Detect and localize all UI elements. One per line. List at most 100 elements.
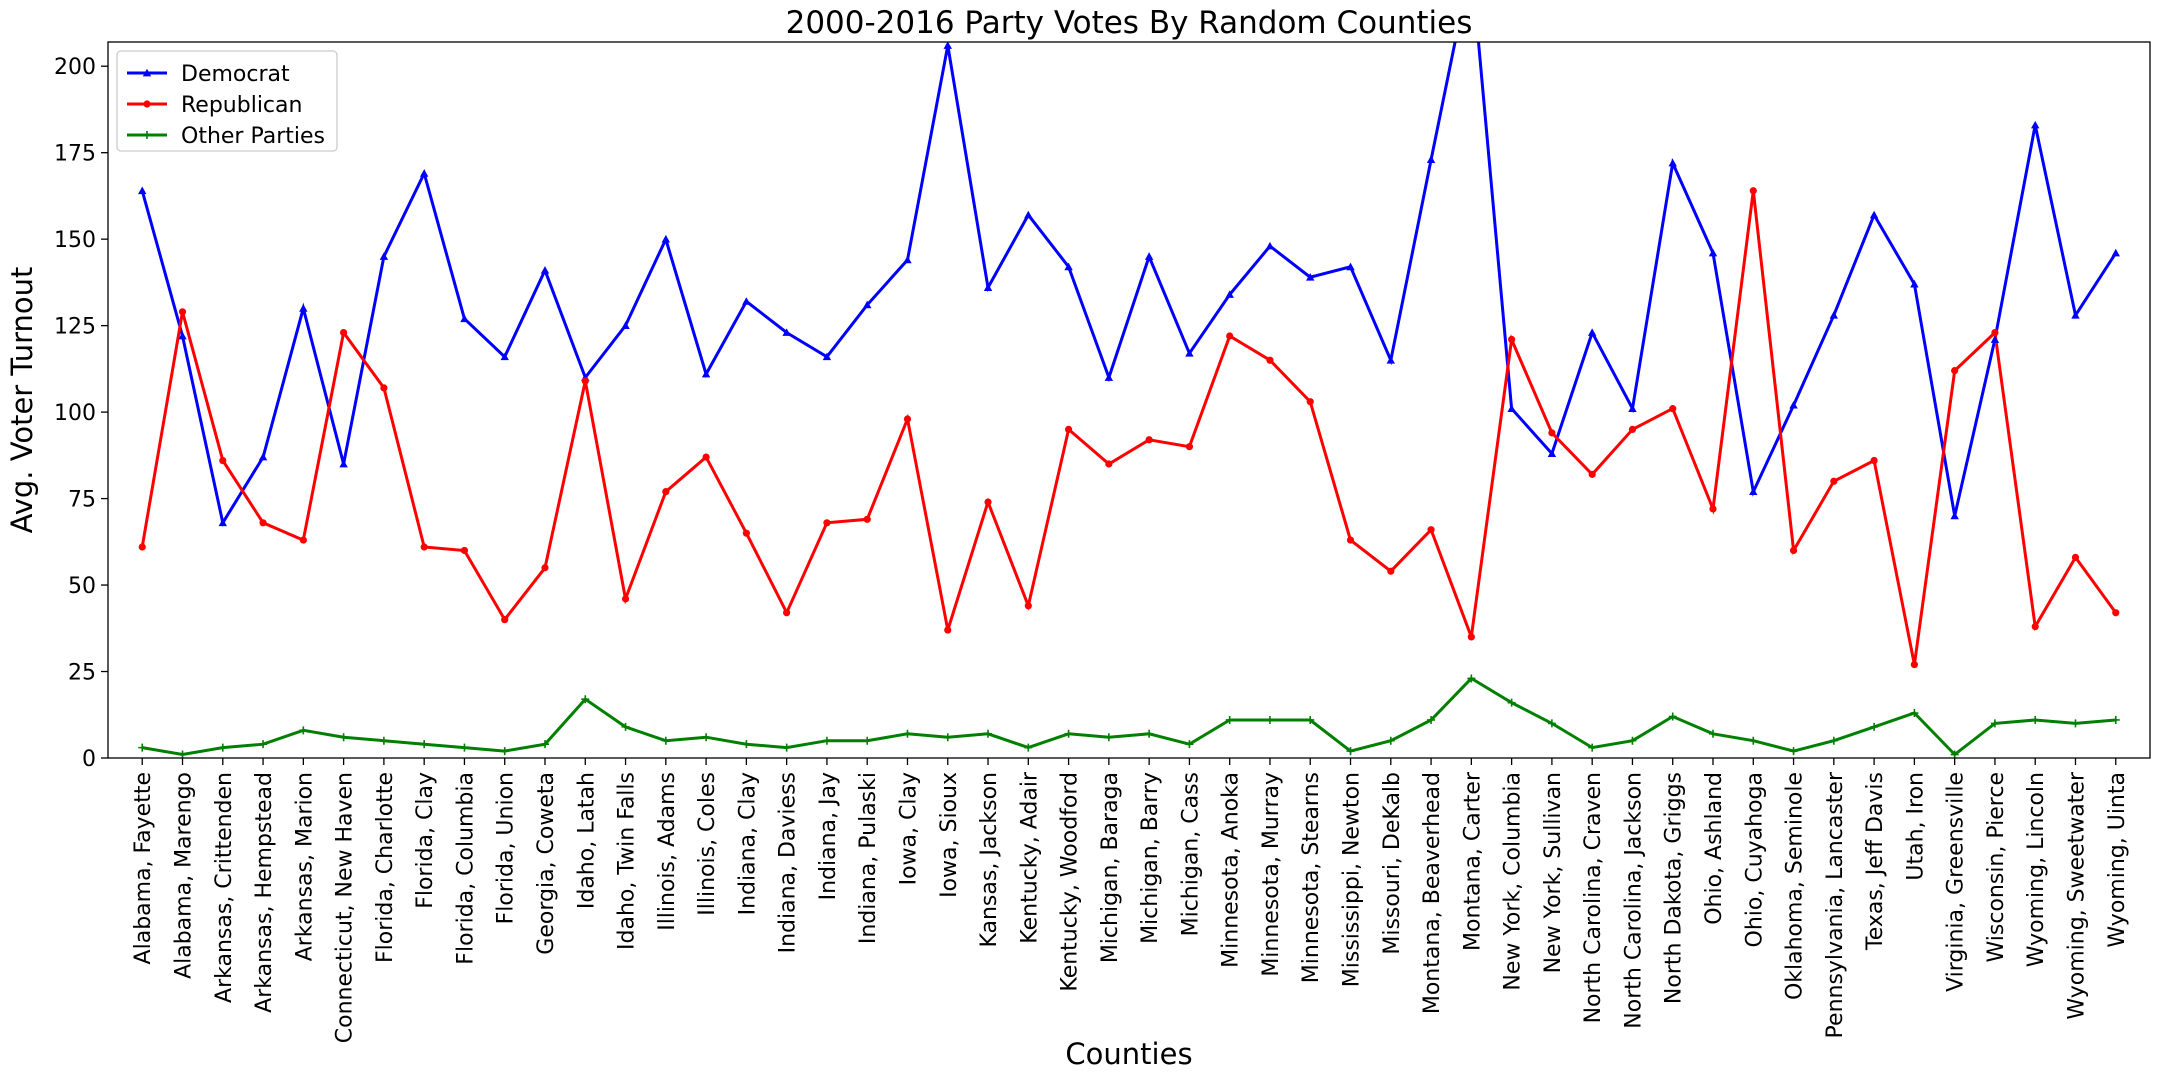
point-republican	[1185, 443, 1194, 451]
point-other-parties	[299, 726, 308, 735]
point-other-parties	[1668, 712, 1677, 721]
point-republican	[783, 609, 791, 617]
point-republican	[1669, 405, 1677, 413]
x-tick-label: Alabama, Marengo	[172, 772, 197, 979]
point-republican	[823, 519, 831, 527]
point-democrat	[379, 252, 389, 260]
point-other-parties	[2071, 719, 2080, 728]
point-republican	[1709, 505, 1717, 513]
point-republican	[621, 595, 630, 603]
x-tick-label: Wyoming, Lincoln	[2024, 772, 2049, 967]
point-other-parties	[178, 750, 187, 758]
point-democrat	[138, 186, 147, 195]
point-democrat	[661, 234, 671, 243]
point-other-parties	[1950, 750, 1959, 758]
x-tick-label: Indiana, Jay	[816, 772, 841, 900]
point-democrat	[1507, 404, 1516, 413]
point-other-parties	[1709, 729, 1717, 738]
point-democrat	[1950, 511, 1959, 520]
point-republican	[1789, 546, 1798, 555]
point-republican	[702, 453, 710, 461]
point-democrat	[1064, 262, 1073, 271]
x-tick-label: Michigan, Barry	[1138, 772, 1163, 944]
point-democrat	[299, 304, 308, 312]
point-republican	[420, 543, 428, 551]
point-other-parties	[1870, 722, 1879, 731]
series-lines	[140, 42, 2118, 757]
point-other-parties	[702, 733, 711, 742]
point-democrat	[1749, 487, 1758, 496]
point-other-parties	[1829, 736, 1838, 745]
point-democrat	[2071, 311, 2080, 319]
x-tick-label: Illinois, Adams	[655, 772, 680, 931]
x-tick-label: New York, Sullivan	[1541, 772, 1566, 973]
point-other-parties	[460, 743, 469, 752]
point-democrat	[1869, 210, 1879, 219]
x-tick-label: North Carolina, Craven	[1581, 772, 1606, 1023]
point-other-parties	[1588, 743, 1597, 752]
point-democrat	[782, 328, 791, 336]
x-tick-label: Georgia, Coweta	[534, 772, 559, 955]
legend-marker-republican	[143, 100, 151, 108]
point-other-parties	[984, 729, 993, 738]
point-democrat	[1789, 400, 1798, 409]
point-democrat	[1829, 311, 1839, 319]
point-democrat	[2031, 120, 2040, 129]
point-democrat	[1386, 356, 1395, 364]
y-tick-label: 25	[68, 661, 96, 686]
point-other-parties	[863, 736, 872, 745]
point-democrat	[2111, 248, 2120, 257]
x-tick-label: New York, Columbia	[1501, 772, 1526, 991]
x-tick-label: Arkansas, Marion	[292, 772, 317, 961]
series-line-other-parties	[141, 676, 2116, 757]
x-tick-label: Minnesota, Stearns	[1299, 772, 1324, 983]
plot-frame	[107, 41, 2151, 759]
x-tick-label: Mississippi, Newton	[1340, 772, 1365, 987]
point-republican	[1951, 366, 1959, 375]
x-tick-label: Kentucky, Adair	[1017, 771, 1042, 944]
point-other-parties	[1547, 719, 1556, 728]
legend-marker-democrat	[142, 68, 152, 77]
point-democrat	[1024, 210, 1033, 219]
point-other-parties	[138, 743, 147, 752]
x-tick-label: Iowa, Clay	[896, 772, 921, 885]
x-tick-label: Indiana, Daviess	[776, 772, 801, 953]
point-democrat	[419, 169, 429, 177]
x-tick-label: Ohio, Cuyahoga	[1742, 772, 1767, 947]
point-democrat	[943, 42, 952, 49]
point-republican	[1024, 602, 1032, 610]
x-axis-ticks: Alabama, Fayette Alabama, Marengo Arkansas…	[131, 758, 2130, 1043]
point-democrat	[339, 459, 348, 468]
point-democrat	[1306, 273, 1315, 281]
point-democrat	[1628, 404, 1637, 413]
point-democrat	[701, 369, 711, 378]
y-tick-label: 100	[54, 401, 96, 426]
point-other-parties	[1628, 736, 1637, 745]
point-republican	[501, 616, 509, 624]
point-democrat	[178, 331, 187, 340]
point-republican	[1830, 477, 1838, 485]
point-republican	[1064, 425, 1073, 434]
y-tick-label: 125	[54, 315, 96, 340]
point-republican	[2112, 609, 2120, 617]
point-other-parties	[379, 736, 388, 745]
point-republican	[1145, 436, 1153, 444]
point-republican	[178, 308, 187, 316]
point-republican	[944, 626, 952, 634]
point-republican	[903, 415, 912, 423]
legend-label-democrat: Democrat	[181, 62, 290, 87]
x-tick-label: Kentucky, Woodford	[1058, 772, 1083, 992]
point-democrat	[742, 297, 751, 305]
point-other-parties	[218, 743, 227, 752]
point-republican	[259, 519, 267, 527]
x-tick-label: Florida, Clay	[413, 772, 438, 909]
point-democrat	[822, 352, 832, 361]
point-republican	[1628, 425, 1637, 434]
x-tick-label: Oklahoma, Seminole	[1783, 772, 1808, 1000]
point-democrat	[1225, 290, 1234, 298]
point-republican	[863, 515, 871, 523]
point-republican	[1105, 460, 1113, 468]
point-republican	[541, 564, 549, 572]
x-tick-label: Michigan, Baraga	[1098, 772, 1123, 963]
